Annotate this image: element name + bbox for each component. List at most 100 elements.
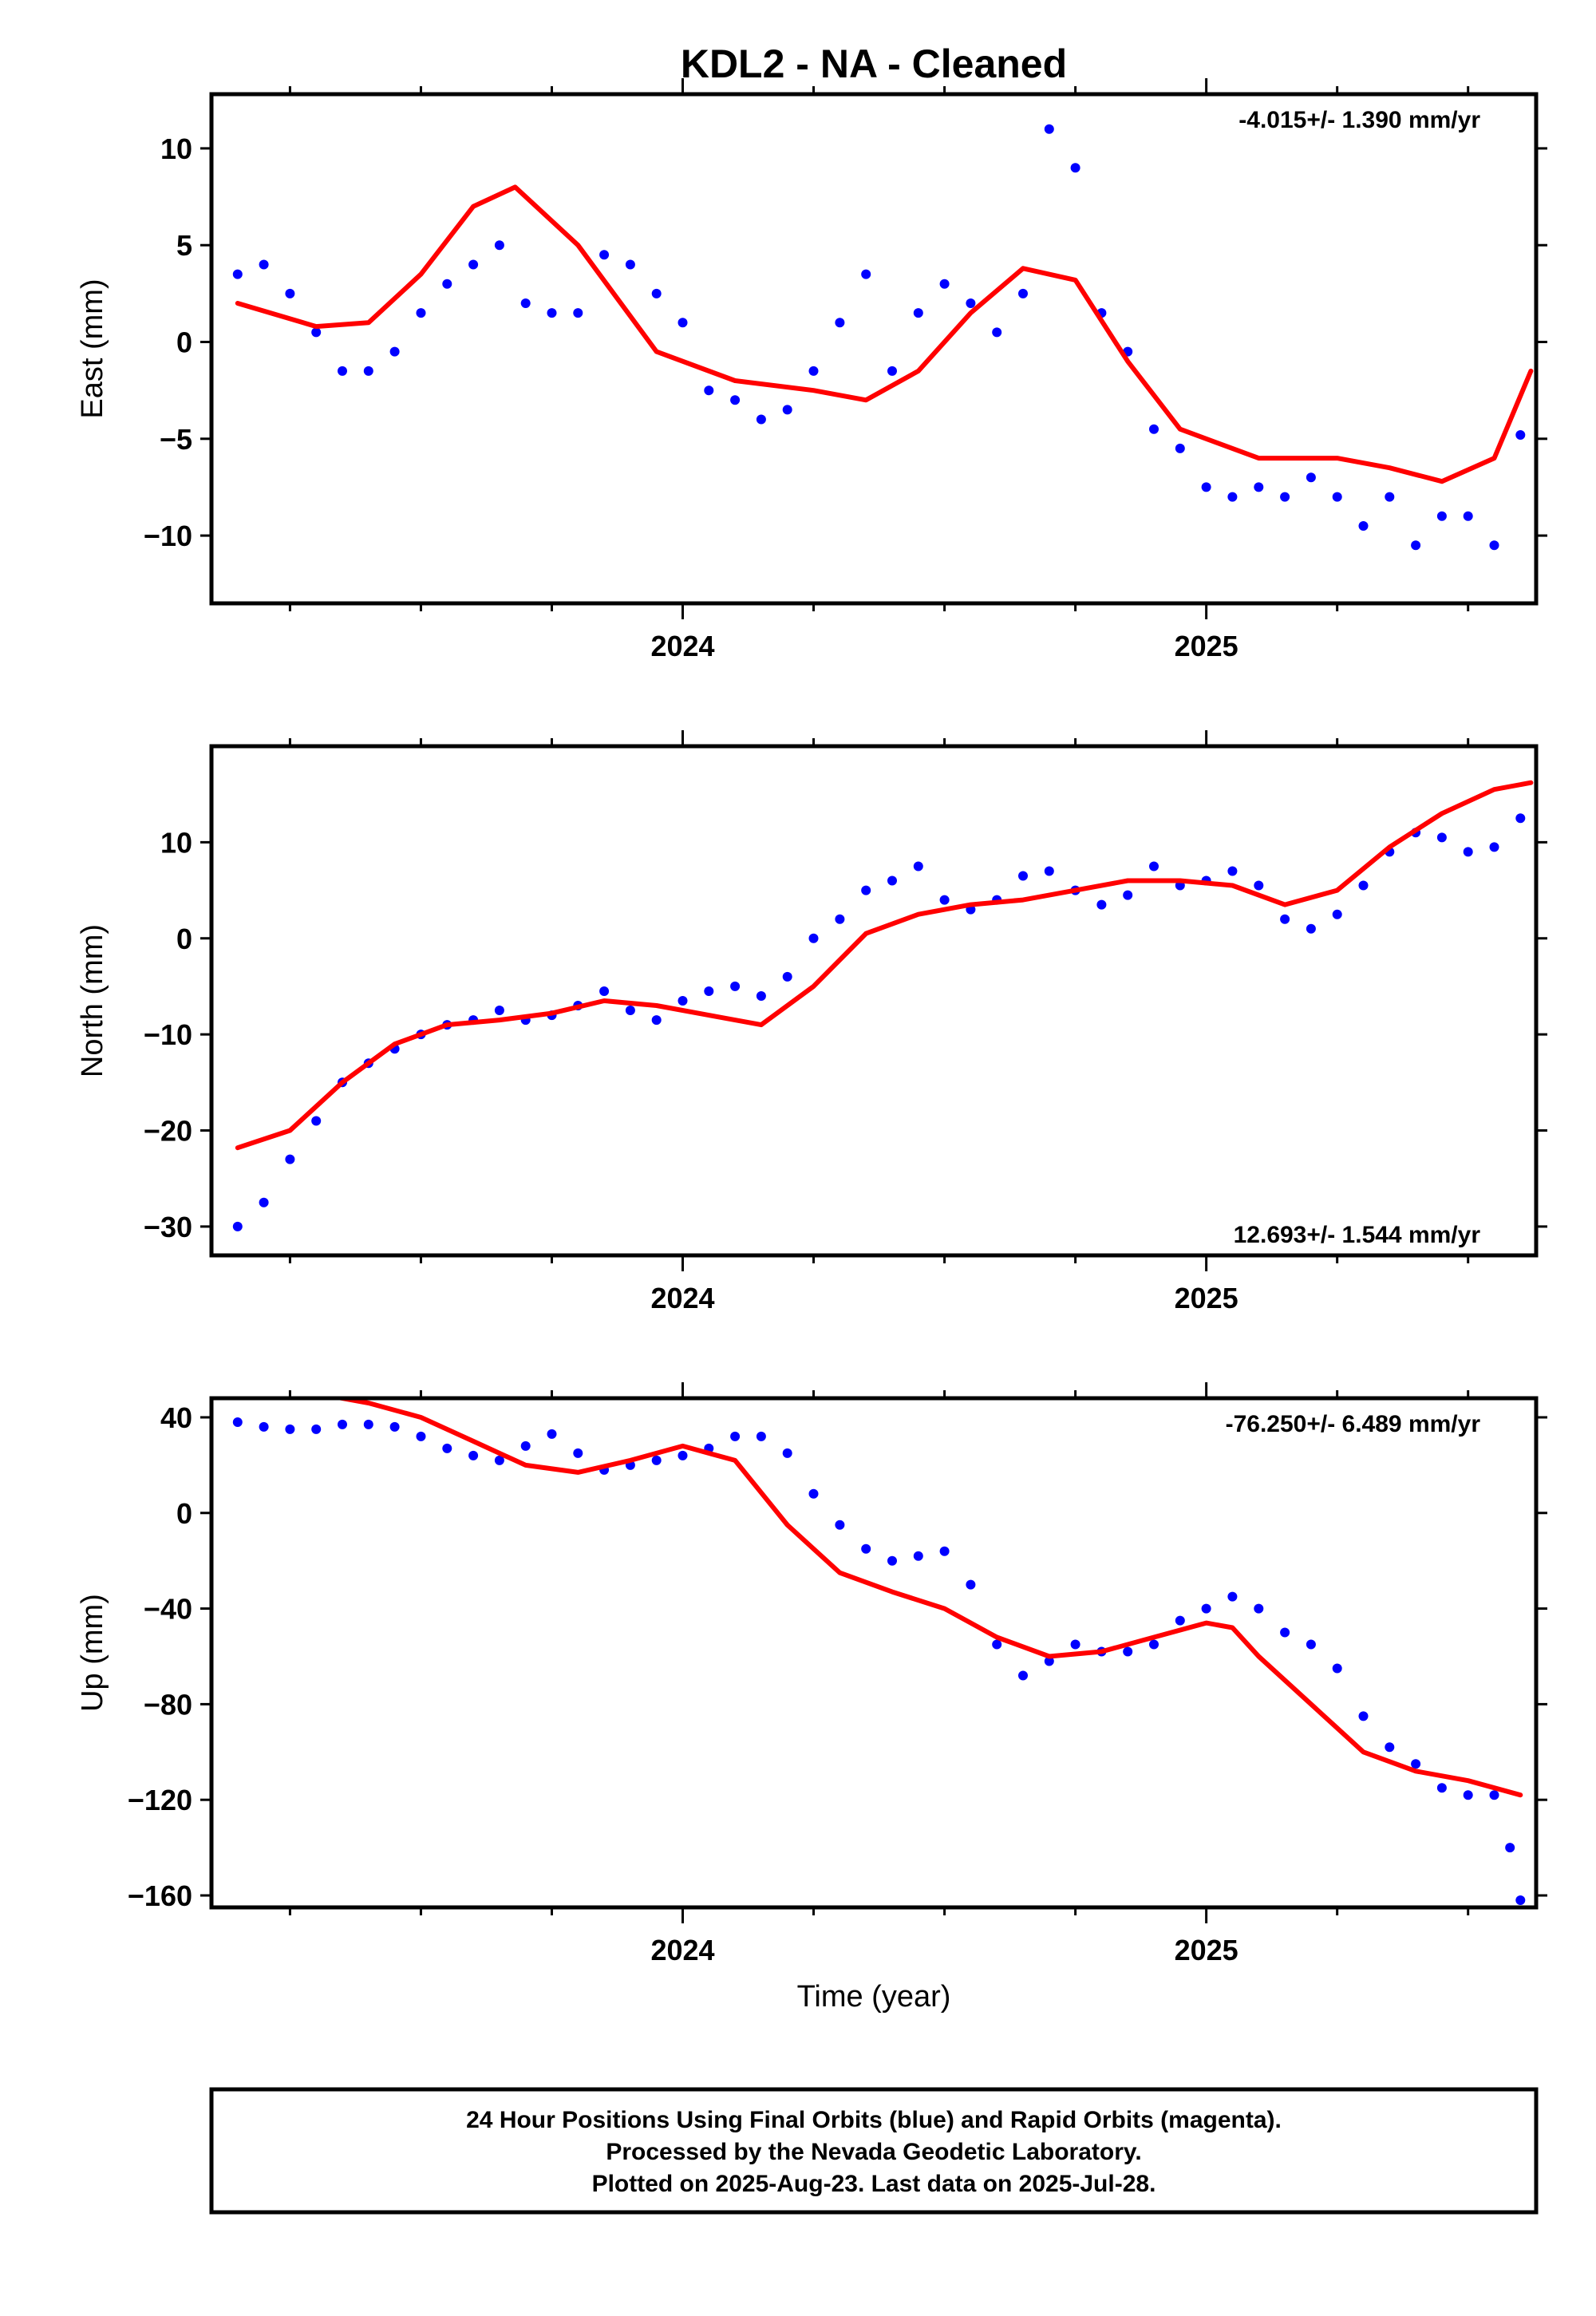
up-plot-area (232, 1398, 1526, 1905)
north-data-point (782, 971, 792, 982)
east-data-point (573, 308, 583, 318)
up-data-point (389, 1421, 400, 1432)
north-data-point (913, 861, 923, 871)
east-data-point (1201, 482, 1211, 492)
footer-line-2: Processed by the Nevada Geodetic Laborat… (606, 2139, 1141, 2165)
up-data-point (1505, 1843, 1515, 1853)
north-data-point (599, 986, 610, 996)
east-data-point (363, 366, 373, 376)
north-data-point (1018, 871, 1028, 881)
north-data-point (259, 1197, 269, 1207)
north-data-point (756, 991, 766, 1001)
east-data-point (1332, 492, 1342, 502)
east-data-point (939, 279, 950, 289)
up-data-point (494, 1455, 504, 1465)
north-data-point (1254, 880, 1264, 891)
north-x-tick-label: 2025 (1175, 1282, 1238, 1314)
east-data-point (338, 366, 347, 376)
east-data-point (232, 269, 243, 279)
up-data-point (651, 1455, 662, 1465)
north-model-curve (235, 780, 1534, 1151)
north-data-point (311, 1116, 322, 1126)
east-y-axis-label: East (mm) (76, 279, 109, 418)
up-data-point (1070, 1639, 1080, 1650)
east-data-point (704, 385, 714, 396)
east-data-point (1227, 492, 1238, 502)
footer-box (209, 2087, 1539, 2215)
east-data-point (887, 366, 897, 376)
north-data-point (1306, 923, 1316, 934)
up-data-point (1515, 1895, 1526, 1905)
east-data-point (468, 259, 479, 270)
east-data-point (625, 259, 635, 270)
east-data-point (861, 269, 871, 279)
up-panel: 40 0 −40 −80 −120 −160 2024 2025 Up (mm) -76.250+… (76, 1382, 1547, 1966)
north-data-point (678, 996, 688, 1006)
up-data-point (1175, 1615, 1185, 1626)
up-data-point (1411, 1759, 1421, 1769)
east-data-point (1489, 540, 1499, 551)
up-data-point (311, 1424, 322, 1434)
east-data-point (835, 318, 845, 328)
east-data-point (730, 395, 741, 405)
east-data-point (678, 318, 688, 328)
north-y-tick-label: −30 (144, 1211, 192, 1243)
figure-title: KDL2 - NA - Cleaned (681, 41, 1067, 86)
east-data-point (808, 366, 819, 376)
east-data-point (442, 279, 452, 289)
north-data-point (835, 914, 845, 924)
up-data-point (1254, 1603, 1264, 1614)
east-data-point (311, 327, 322, 338)
east-data-point (1515, 430, 1526, 440)
up-y-tick-label: −80 (144, 1688, 192, 1721)
up-y-tick-label: −120 (128, 1784, 192, 1816)
up-data-point (861, 1543, 871, 1554)
east-data-point (1358, 521, 1369, 531)
east-data-point (259, 259, 269, 270)
north-data-point (887, 875, 897, 886)
north-data-point (1332, 909, 1342, 919)
up-rate-label: -76.250+/- 6.489 mm/yr (1226, 1411, 1481, 1437)
north-data-point (1096, 899, 1107, 910)
north-panel: 10 0 −10 −20 −30 2024 2025 North (mm) 12.693+/- … (76, 730, 1547, 1314)
up-data-point (756, 1431, 766, 1441)
up-data-point (363, 1419, 373, 1429)
east-panel: 10 5 0 −5 −10 2024 2025 East (mm) -4.015+/- 1.39… (76, 78, 1547, 662)
up-data-point (835, 1520, 845, 1530)
north-y-tick-label: −20 (144, 1115, 192, 1148)
east-data-point (1463, 511, 1473, 521)
up-data-point (1358, 1711, 1369, 1721)
up-frame (209, 1396, 1539, 1910)
footer-line-1: 24 Hour Positions Using Final Orbits (bl… (466, 2107, 1282, 2133)
east-data-point (1018, 288, 1028, 298)
up-x-tick-label: 2025 (1175, 1934, 1238, 1966)
north-data-point (1515, 813, 1526, 824)
north-data-point (939, 895, 950, 905)
up-data-point (338, 1419, 347, 1429)
east-y-tick-label: 5 (176, 229, 192, 262)
footer-line-3: Plotted on 2025-Aug-23. Last data on 202… (592, 2171, 1156, 2197)
north-plot-area (232, 780, 1534, 1231)
north-frame (209, 744, 1539, 1258)
north-data-point (861, 885, 871, 895)
east-data-point (913, 308, 923, 318)
east-x-tick-label: 2024 (650, 630, 714, 662)
east-data-point (1149, 424, 1159, 434)
up-y-tick-label: −40 (144, 1593, 192, 1626)
east-data-point (389, 346, 400, 357)
north-y-tick-label: 0 (176, 923, 192, 955)
up-y-axis-label: Up (mm) (76, 1594, 109, 1712)
north-data-point (1489, 842, 1499, 852)
up-data-point (782, 1448, 792, 1458)
north-y-tick-label: −10 (144, 1018, 192, 1051)
up-data-point (1463, 1790, 1473, 1800)
up-data-point (1044, 1656, 1054, 1666)
east-plot-area (232, 124, 1534, 551)
north-data-point (1463, 847, 1473, 857)
up-data-point (1436, 1783, 1447, 1793)
east-data-point (1385, 492, 1395, 502)
north-data-point (1358, 880, 1369, 891)
east-data-point (520, 298, 531, 308)
up-data-point (939, 1546, 950, 1556)
